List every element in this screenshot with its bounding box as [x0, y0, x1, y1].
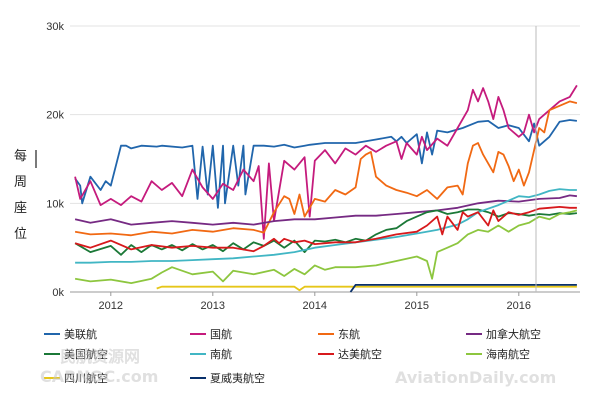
legend-label: 加拿大航空: [486, 327, 541, 341]
y-axis: 0k 10k 20k 30k: [46, 21, 64, 299]
series-line: [74, 100, 578, 237]
y-label-char: 座: [14, 201, 27, 216]
y-label-char: 周: [14, 175, 27, 190]
watermark-text: AviationDaily.com: [395, 368, 556, 387]
y-tick-label: 20k: [46, 110, 64, 122]
legend-label: 东航: [338, 327, 360, 341]
y-tick-label: 10k: [46, 198, 64, 210]
x-tick-label: 2015: [405, 300, 429, 312]
x-tick-label: 2012: [99, 300, 123, 312]
grid: [70, 25, 580, 293]
x-tick-label: 2016: [507, 300, 531, 312]
y-tick-label: 0k: [52, 287, 64, 299]
y-label-char: 每: [14, 148, 27, 164]
legend-label: 达美航空: [338, 347, 382, 361]
legend-label: 美国航空: [64, 347, 108, 361]
series-line: [74, 208, 578, 256]
series-line: [156, 285, 577, 292]
legend-label: 南航: [210, 347, 232, 361]
legend-label: 四川航空: [64, 371, 108, 385]
watermark-text: 民航资源网: [60, 347, 140, 366]
x-tick-label: 2013: [201, 300, 225, 312]
watermark-text: CARNOC.com: [40, 367, 158, 386]
series-line: [74, 84, 578, 240]
series-line: [349, 283, 577, 293]
legend-label: 国航: [210, 327, 232, 341]
x-axis: 2012 2013 2014 2015 2016: [99, 292, 531, 312]
legend-label: 美联航: [64, 327, 97, 341]
legend-label: 夏威夷航空: [210, 371, 265, 385]
x-tick-label: 2014: [303, 300, 327, 312]
series-group: [74, 84, 578, 293]
legend-label: 海南航空: [486, 347, 530, 361]
y-label-char: 位: [14, 227, 27, 242]
series-line: [74, 205, 577, 253]
series-line: [74, 119, 578, 209]
y-tick-label: 30k: [46, 21, 64, 33]
series-line: [74, 194, 578, 226]
series-line: [74, 209, 578, 285]
